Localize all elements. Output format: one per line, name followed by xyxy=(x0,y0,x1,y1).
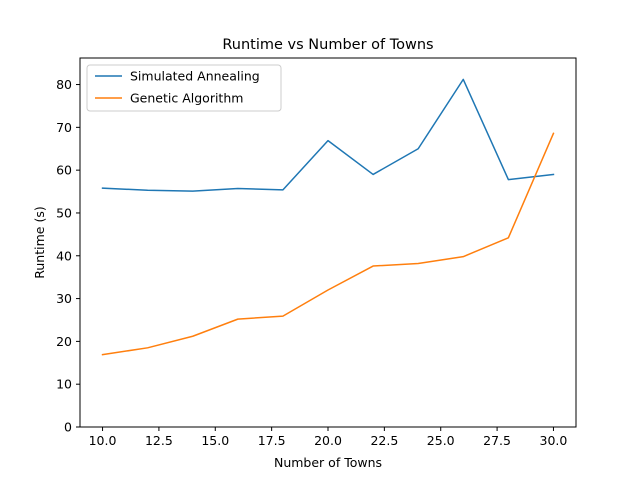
chart-title: Runtime vs Number of Towns xyxy=(222,37,433,53)
series-line-genetic-algorithm xyxy=(101,132,555,356)
y-axis-label: Runtime (s) xyxy=(32,206,47,278)
series-line-simulated-annealing xyxy=(101,78,555,192)
data-point-genetic-algorithm xyxy=(101,353,104,356)
data-point-simulated-annealing xyxy=(372,173,375,176)
y-tick-label: 30 xyxy=(56,291,72,306)
data-point-genetic-algorithm xyxy=(417,262,420,265)
plot-area-frame xyxy=(79,57,577,428)
y-tick-label: 50 xyxy=(56,205,72,220)
data-point-simulated-annealing xyxy=(146,189,149,192)
x-tick-label: 10.0 xyxy=(89,433,117,448)
y-tick-label: 40 xyxy=(56,248,72,263)
x-tick-label: 15.0 xyxy=(201,433,229,448)
y-tick-label: 0 xyxy=(64,420,72,435)
x-axis-label: Number of Towns xyxy=(274,455,382,470)
legend-label-genetic-algorithm: Genetic Algorithm xyxy=(130,91,243,106)
x-tick-label: 27.5 xyxy=(483,433,511,448)
data-point-genetic-algorithm xyxy=(507,236,510,239)
data-point-simulated-annealing xyxy=(507,178,510,181)
data-point-simulated-annealing xyxy=(417,147,420,150)
legend-label-simulated-annealing: Simulated Annealing xyxy=(130,69,260,84)
y-tick-label: 10 xyxy=(56,377,72,392)
y-tick-label: 80 xyxy=(56,77,72,92)
legend-box xyxy=(86,64,282,112)
data-point-simulated-annealing xyxy=(462,78,465,81)
data-point-genetic-algorithm xyxy=(281,315,284,318)
data-point-simulated-annealing xyxy=(101,187,104,190)
x-tick-label: 30.0 xyxy=(540,433,568,448)
x-tick-label: 17.5 xyxy=(258,433,286,448)
legend: Simulated Annealing Genetic Algorithm xyxy=(86,64,282,112)
y-axis-ticks: 0 10 20 30 40 50 60 70 80 xyxy=(56,77,80,435)
data-point-simulated-annealing xyxy=(327,139,330,142)
data-point-simulated-annealing xyxy=(191,190,194,193)
data-point-genetic-algorithm xyxy=(191,335,194,338)
data-point-genetic-algorithm xyxy=(146,346,149,349)
y-tick-label: 20 xyxy=(56,334,72,349)
data-point-genetic-algorithm xyxy=(372,265,375,268)
series-layer xyxy=(101,78,555,356)
data-point-genetic-algorithm xyxy=(462,255,465,258)
data-point-simulated-annealing xyxy=(281,188,284,191)
data-point-simulated-annealing xyxy=(552,173,555,176)
x-tick-label: 20.0 xyxy=(314,433,342,448)
data-point-simulated-annealing xyxy=(236,187,239,190)
x-tick-label: 22.5 xyxy=(370,433,398,448)
data-point-genetic-algorithm xyxy=(327,289,330,292)
x-tick-label: 12.5 xyxy=(145,433,173,448)
data-point-genetic-algorithm xyxy=(236,318,239,321)
data-point-genetic-algorithm xyxy=(552,132,555,135)
x-tick-label: 25.0 xyxy=(427,433,455,448)
y-tick-label: 60 xyxy=(56,163,72,178)
x-axis-ticks: 10.0 12.5 15.0 17.5 20.0 22.5 25.0 27.5 30.0 xyxy=(89,427,568,448)
y-tick-label: 70 xyxy=(56,120,72,135)
